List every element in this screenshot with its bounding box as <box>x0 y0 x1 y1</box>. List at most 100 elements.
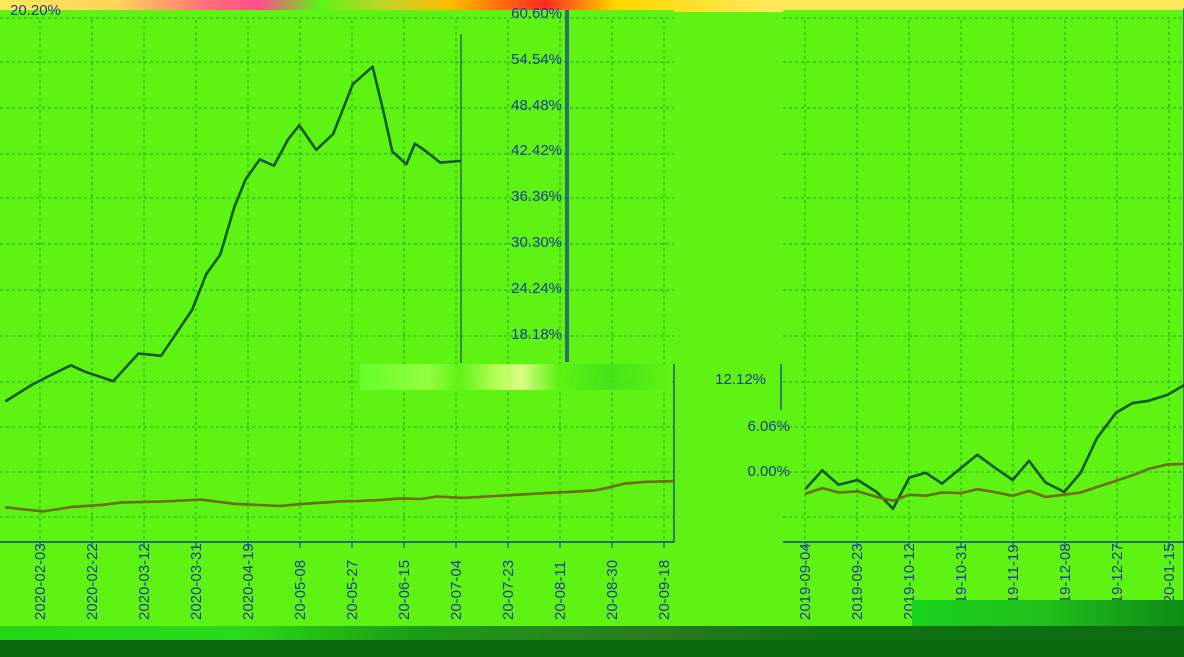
left-chart-series-1-point-8 <box>160 354 163 357</box>
right-chart-series-1-point-15 <box>1044 481 1047 484</box>
left-chart-series-2-point-13 <box>357 499 360 503</box>
left-x-tick-label-11: 20-08-11 <box>552 561 569 620</box>
right-y-tick-label-2: 0.00% <box>747 463 790 480</box>
left-y-tick-label-6: 30.30% <box>511 234 562 251</box>
left-chart-series-1-point-3 <box>50 373 53 376</box>
left-chart-series-2-point-12 <box>341 500 344 503</box>
right-y-tick-labels: 6.06% 0.00% <box>747 418 790 480</box>
left-chart-series-2-point-23 <box>573 490 576 493</box>
left-x-tick-label-2: 2020-02-22 <box>84 543 101 620</box>
bottom-band-lower <box>0 640 1184 657</box>
left-x-tick-label-3: 2020-03-12 <box>136 543 153 620</box>
left-chart-series-1-point-5 <box>83 370 87 373</box>
right-y-tick-label-1: 6.06% <box>747 418 790 435</box>
right-x-tick-label-2: 2019-09-23 <box>849 543 866 620</box>
left-chart-series-1-point-18 <box>315 148 318 151</box>
left-chart-series-2-point-2 <box>42 510 45 513</box>
right-chart-series-2-point-5 <box>875 495 878 498</box>
right-chart-series-1-point-14 <box>1027 459 1031 462</box>
right-chart-series-2-point-16 <box>1063 493 1066 496</box>
right-chart-series-2-point-10 <box>959 492 963 495</box>
right-chart-series-2-point-8 <box>924 494 927 497</box>
right-chart-series-2-point-4 <box>856 490 859 493</box>
right-chart-series-1-point-19 <box>1114 411 1118 414</box>
left-chart-series-2-point-16 <box>419 497 422 501</box>
right-chart-series-2-point-17 <box>1079 491 1082 494</box>
left-chart-series-1-point-10 <box>205 273 208 276</box>
left-x-tick-label-9: 20-07-04 <box>448 560 465 620</box>
left-chart-series-1-point-24 <box>405 163 408 166</box>
right-chart-group <box>780 8 1184 657</box>
right-chart-series-2-point-3 <box>837 491 840 494</box>
left-chart-series-1-point-13 <box>244 178 247 181</box>
right-chart-series-1-point-6 <box>891 507 895 510</box>
right-chart-series-1-point-10 <box>959 466 963 470</box>
left-chart-series-2-point-20 <box>515 493 518 496</box>
right-chart-series-1-point-8 <box>924 471 927 474</box>
left-chart-series-1-point-14 <box>258 158 261 161</box>
left-chart-series-2-point-22 <box>560 491 564 494</box>
left-chart-series-2-point-8 <box>233 502 236 505</box>
left-x-tick-label-6: 20-05-08 <box>292 560 309 620</box>
left-chart-series-1-point-23 <box>391 150 394 153</box>
right-chart-series-1-point-18 <box>1095 436 1099 440</box>
right-chart-series-1-point-17 <box>1079 471 1082 474</box>
glitch-strip <box>360 364 670 390</box>
left-chart-series-1 <box>4 65 462 403</box>
right-chart-series-2 <box>804 462 1184 503</box>
left-chart-series-2-point-24 <box>594 489 597 492</box>
left-chart-series-2-point-1 <box>4 506 8 509</box>
right-chart-series-1-point-12 <box>992 465 995 468</box>
left-chart-series-2-point-14 <box>378 499 381 502</box>
left-chart-series-1-point-11 <box>219 253 222 256</box>
right-chart-series-2-point-14 <box>1027 489 1031 492</box>
left-chart-series-2-point-17 <box>436 495 439 498</box>
left-y-tick-label-4: 42.42% <box>511 142 562 159</box>
left-y-tick-label-7: 24.24% <box>511 280 562 297</box>
right-chart-series-2-point-22 <box>1166 463 1169 466</box>
left-chart-series-2-point-18 <box>461 496 464 499</box>
right-chart-series-1-point-22 <box>1166 393 1169 396</box>
left-chart-series-2-point-27 <box>643 480 647 483</box>
left-y-tick-label-8: 18.18% <box>511 326 562 343</box>
right-chart-series-2-point-1 <box>804 492 808 495</box>
left-chart-series-1-point-4 <box>69 364 72 367</box>
right-plot-bg <box>783 10 1184 542</box>
right-chart-series-1-point-16 <box>1063 490 1066 494</box>
left-chart-series-1-point-22 <box>382 112 385 115</box>
left-x-tick-label-7: 20-05-27 <box>344 560 361 620</box>
right-chart-series-2-point-7 <box>908 493 911 496</box>
left-chart-series-2-point-21 <box>544 492 547 495</box>
left-chart-series-2-point-26 <box>623 482 626 485</box>
bottom-right-band <box>912 600 1184 626</box>
right-chart-series-1-point-7 <box>908 476 911 479</box>
right-chart-series-1-point-11 <box>976 453 979 456</box>
right-chart-series-1-point-3 <box>837 483 840 486</box>
left-x-tick-label-10: 20-07-23 <box>500 560 517 620</box>
left-chart-series-2-point-19 <box>486 495 489 498</box>
left-top-clipped-label: 20.20% <box>10 2 61 19</box>
right-x-tick-label-1: 2019-09-04 <box>797 543 814 620</box>
left-chart-series-1-point-15 <box>272 164 275 167</box>
right-chart-series-2-point-20 <box>1131 474 1134 477</box>
right-chart-series-1 <box>804 384 1184 511</box>
left-x-tick-label-4: 2020-03-31 <box>188 543 205 620</box>
left-x-tick-label-13: 20-09-18 <box>656 560 673 620</box>
left-chart-series-1-point-21 <box>371 65 374 68</box>
left-chart-group <box>0 10 675 543</box>
right-chart-series-2-point-9 <box>940 491 944 494</box>
left-chart-series-1-point-12 <box>233 205 236 208</box>
left-x-tick-label-8: 20-06-15 <box>396 560 413 620</box>
left-chart-series-1-point-16 <box>286 138 290 141</box>
left-x-tick-label-12: 20-08-30 <box>604 560 621 620</box>
right-chart-series-2-point-12 <box>992 490 995 493</box>
left-chart-series-1-point-2 <box>30 384 33 387</box>
left-chart-series-2-point-11 <box>320 501 323 504</box>
left-chart-series-1-point-7 <box>137 352 140 355</box>
left-x-tick-label-1: 2020-02-03 <box>32 543 49 620</box>
left-plot-bg <box>0 10 674 542</box>
left-chart-series-1-point-25 <box>413 142 416 145</box>
left-chart-series-2-point-15 <box>399 497 402 500</box>
right-chart-series-2-point-18 <box>1095 485 1099 489</box>
